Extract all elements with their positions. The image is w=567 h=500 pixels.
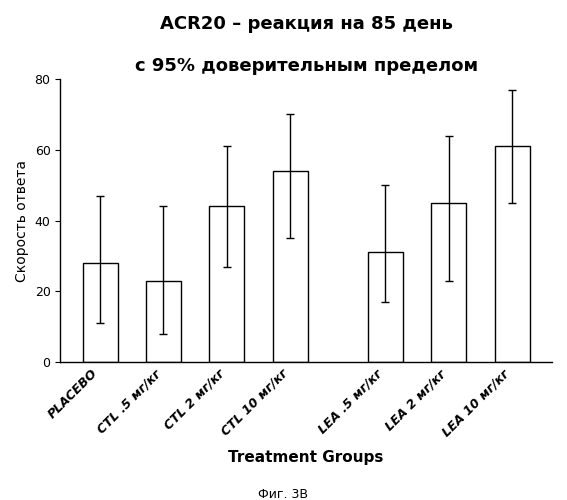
X-axis label: Treatment Groups: Treatment Groups — [229, 450, 384, 465]
Y-axis label: Скорость ответа: Скорость ответа — [15, 160, 29, 282]
Bar — [495, 146, 530, 362]
Bar — [273, 171, 308, 362]
Title: ACR20 – реакция на 85 день

с 95% доверительным пределом: ACR20 – реакция на 85 день с 95% доверит… — [134, 15, 478, 74]
Text: Фиг. 3В: Фиг. 3В — [259, 488, 308, 500]
Bar — [209, 206, 244, 362]
Bar — [368, 252, 403, 362]
Bar — [146, 280, 181, 362]
Bar — [431, 203, 466, 362]
Bar — [83, 263, 117, 362]
